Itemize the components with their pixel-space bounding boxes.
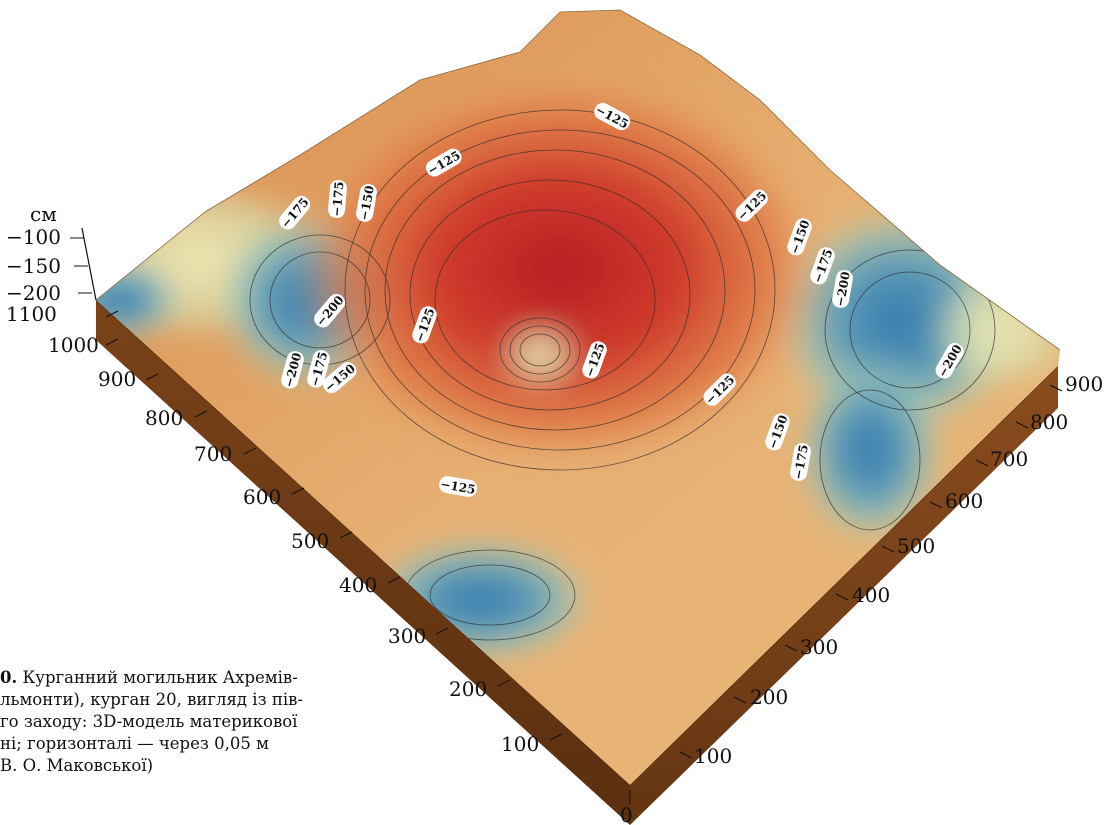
- terrain-side-left: [96, 300, 630, 825]
- contour-label-text: −125: [439, 477, 476, 497]
- left-axis-tick-label: 100: [501, 732, 539, 756]
- right-axis-tick-label: 400: [852, 583, 890, 607]
- left-axis-tick-label: 300: [388, 624, 426, 648]
- left-axis-tick-label: 900: [98, 367, 136, 391]
- left-axis-tick-label: 0: [620, 803, 633, 825]
- right-axis-tick-label: 500: [897, 534, 935, 558]
- figure-caption: 0. Курганний могильник Ахремів- льмонти)…: [0, 667, 414, 777]
- caption-line: Курганний могильник Ахремів-: [22, 668, 298, 687]
- caption-line: льмонти), курган 20, вигляд із пів-: [0, 690, 303, 709]
- contour-label: −200: [832, 269, 853, 308]
- contour-label-text: −175: [329, 181, 346, 217]
- terrain-side-right: [630, 366, 1058, 825]
- left-axis-tick-label: 800: [145, 406, 183, 430]
- right-axis-tick-label: 700: [990, 447, 1028, 471]
- contour-label: −150: [356, 183, 377, 222]
- caption-line: го заходу: 3D-модель материкової: [0, 712, 298, 731]
- right-axis: 100 200 300 400 500 600 700 800 900: [679, 372, 1103, 768]
- left-axis: 1100 1000 900 800 700 600 500 400 300 20…: [6, 302, 633, 825]
- left-axis-tick-label: 200: [449, 677, 487, 701]
- figure-number: 0.: [0, 668, 18, 687]
- contour-label-text: −150: [357, 184, 377, 221]
- left-axis-tick-label: 1000: [48, 333, 99, 357]
- right-axis-tick-label: 200: [750, 685, 788, 709]
- elevation-tick-label: −150: [6, 254, 61, 278]
- right-axis-tick-label: 800: [1030, 410, 1068, 434]
- left-axis-tick-label: 1100: [6, 302, 57, 326]
- contour-label: −125: [439, 476, 478, 497]
- right-axis-tick-label: 100: [694, 744, 732, 768]
- left-axis-tick-label: 700: [194, 442, 232, 466]
- elevation-axis: см −100 −150 −200: [6, 202, 97, 305]
- caption-line: ні; горизонталі — через 0,05 м: [0, 734, 269, 753]
- contour-label-text: −175: [791, 443, 811, 480]
- left-axis-tick-label: 400: [339, 573, 377, 597]
- contour-label: −175: [790, 442, 811, 481]
- unit-label: см: [30, 202, 57, 226]
- right-axis-tick-label: 300: [800, 635, 838, 659]
- elevation-tick-label: −100: [6, 225, 61, 249]
- left-axis-tick-label: 600: [243, 485, 281, 509]
- contour-label: −175: [328, 179, 347, 218]
- left-axis-tick-label: 500: [291, 529, 329, 553]
- elevation-tick-label: −200: [6, 281, 61, 305]
- right-axis-tick-label: 600: [945, 489, 983, 513]
- contour-label: −200: [281, 351, 304, 389]
- contour-label: −175: [307, 350, 330, 388]
- right-axis-tick-label: 900: [1065, 372, 1103, 396]
- caption-line: В. О. Маковської): [0, 756, 154, 775]
- contour-label-text: −200: [833, 270, 853, 307]
